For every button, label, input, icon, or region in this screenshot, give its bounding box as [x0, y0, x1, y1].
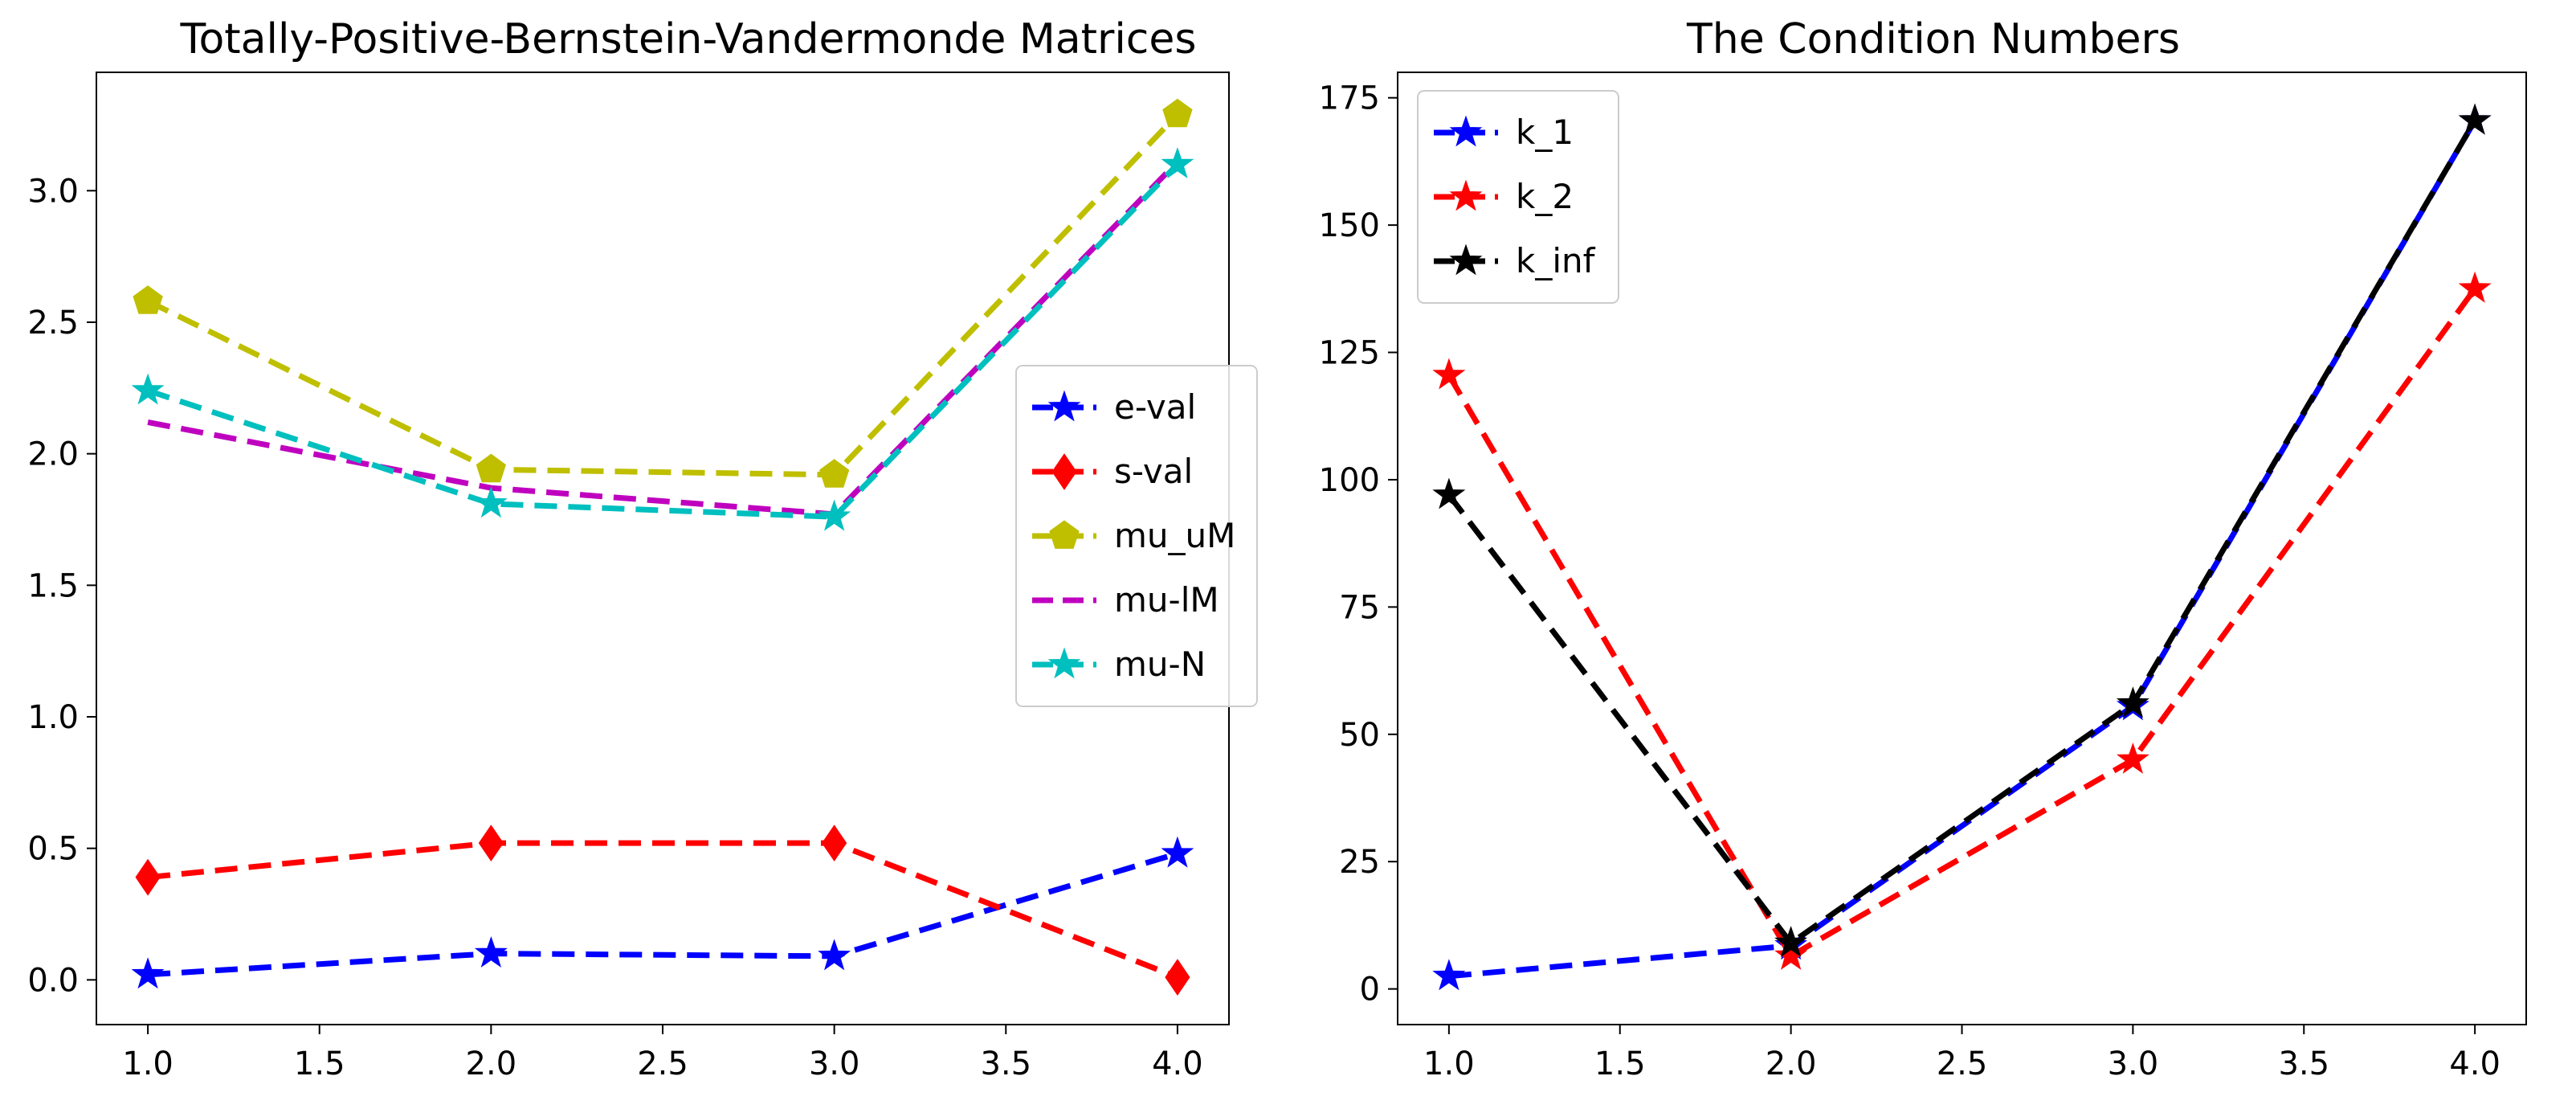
series-mu_uM — [133, 98, 1193, 488]
data-point — [1161, 147, 1194, 179]
legend-marker — [1051, 453, 1077, 490]
legend-label: s-val — [1114, 452, 1193, 491]
y-tick-label: 50 — [1339, 717, 1380, 754]
series-line — [147, 159, 1180, 518]
data-point — [476, 453, 506, 483]
y-tick-label: 1.5 — [27, 567, 79, 604]
x-tick-label: 4.0 — [2449, 1045, 2500, 1082]
x-tick-label: 4.0 — [1152, 1045, 1203, 1082]
data-point — [1774, 938, 1808, 970]
data-point — [135, 858, 161, 896]
data-point — [1161, 836, 1194, 868]
data-point — [818, 939, 851, 971]
x-tick-label: 3.5 — [2278, 1045, 2329, 1082]
data-point — [2116, 742, 2149, 774]
series-line — [146, 112, 1180, 478]
series-line — [147, 840, 1179, 980]
y-tick-label: 0 — [1360, 972, 1380, 1009]
legend-item: s-val — [1032, 452, 1193, 491]
data-point — [1165, 959, 1190, 996]
legend-marker — [1449, 179, 1483, 211]
chart-eigen-singular-values: Totally-Positive-Bernstein-Vandermonde M… — [27, 15, 1258, 1082]
legend: k_1 k_2 k_inf — [1417, 90, 1619, 304]
data-point — [822, 824, 847, 862]
chart-title: Totally-Positive-Bernstein-Vandermonde M… — [180, 15, 1197, 63]
data-point — [474, 936, 508, 968]
series-k_2 — [1432, 271, 2492, 970]
x-tick-label: 1.0 — [1423, 1045, 1475, 1082]
series-k_inf — [1432, 103, 2492, 958]
y-tick-label: 1.0 — [27, 699, 79, 736]
data-point — [1162, 98, 1193, 128]
data-point — [131, 373, 165, 405]
legend-label: k_2 — [1516, 177, 1574, 216]
legend-label: e-val — [1114, 387, 1196, 427]
data-point — [131, 957, 165, 989]
x-tick-label: 3.5 — [980, 1045, 1031, 1082]
data-point — [478, 824, 504, 862]
data-point — [1432, 959, 1466, 991]
y-tick-label: 150 — [1319, 207, 1380, 244]
x-tick-label: 2.5 — [1937, 1045, 1988, 1082]
legend-label: mu_uM — [1114, 516, 1235, 555]
legend-item: k_1 — [1434, 113, 1574, 152]
series-line — [147, 850, 1178, 978]
legend-item: e-val — [1032, 387, 1196, 427]
legend-label: mu-lM — [1114, 580, 1219, 620]
data-point — [1774, 926, 1808, 958]
data-point — [474, 486, 508, 518]
legend-marker — [1449, 115, 1483, 147]
legend-item: k_2 — [1434, 177, 1574, 216]
series-mu-N — [131, 147, 1194, 531]
y-tick-label: 3.0 — [27, 173, 79, 210]
x-tick-label: 2.0 — [466, 1045, 517, 1082]
x-tick-label: 3.0 — [809, 1045, 860, 1082]
legend-item: mu-lM — [1032, 580, 1219, 620]
data-point — [2116, 686, 2149, 718]
y-tick-label: 0.0 — [27, 962, 79, 999]
data-point — [1432, 477, 1466, 509]
y-tick-label: 75 — [1339, 589, 1380, 626]
series-line — [1446, 287, 2477, 959]
x-tick-label: 1.5 — [294, 1045, 345, 1082]
legend-item: mu_uM — [1032, 516, 1235, 555]
legend-marker — [1047, 647, 1081, 679]
y-tick-label: 175 — [1319, 80, 1380, 117]
legend: e-val s-val mu_uM mu-lM mu-N — [1015, 365, 1258, 707]
legend-marker — [1449, 243, 1483, 276]
data-point — [2458, 103, 2492, 135]
chart-condition-numbers: The Condition Numbers 1.0 1.5 2.0 2.5 3.0 3.5… — [1319, 15, 2527, 1082]
x-tick-label: 3.0 — [2108, 1045, 2159, 1082]
series-line — [1447, 119, 2478, 947]
legend-label: mu-N — [1114, 644, 1206, 684]
y-tick-label: 125 — [1319, 335, 1380, 372]
legend-marker — [1047, 390, 1081, 422]
y-tick-label: 100 — [1319, 462, 1380, 499]
y-tick-label: 2.5 — [27, 305, 79, 342]
y-tick-label: 0.5 — [27, 831, 79, 868]
data-point — [819, 459, 850, 488]
x-tick-label: 1.0 — [122, 1045, 174, 1082]
data-point — [2458, 271, 2492, 303]
data-point — [133, 285, 163, 314]
legend-item: mu-N — [1032, 644, 1206, 684]
data-point — [818, 499, 851, 531]
y-tick-label: 2.0 — [27, 436, 79, 473]
x-tick-label: 1.5 — [1594, 1045, 1646, 1082]
legend-label: k_1 — [1516, 113, 1574, 152]
legend-item: k_inf — [1434, 241, 1596, 280]
x-tick-label: 2.0 — [1766, 1045, 1817, 1082]
chart-title: The Condition Numbers — [1686, 15, 2180, 63]
y-tick-label: 25 — [1339, 844, 1380, 881]
x-tick-label: 2.5 — [637, 1045, 688, 1082]
legend-label: k_inf — [1516, 241, 1596, 280]
series-line — [147, 162, 1180, 520]
series-e-val — [131, 836, 1194, 989]
series-s-val — [135, 824, 1190, 996]
series-mu-lM — [147, 159, 1180, 518]
legend-marker — [1049, 520, 1080, 549]
data-point — [1432, 358, 1466, 390]
legend-box — [1015, 365, 1258, 707]
